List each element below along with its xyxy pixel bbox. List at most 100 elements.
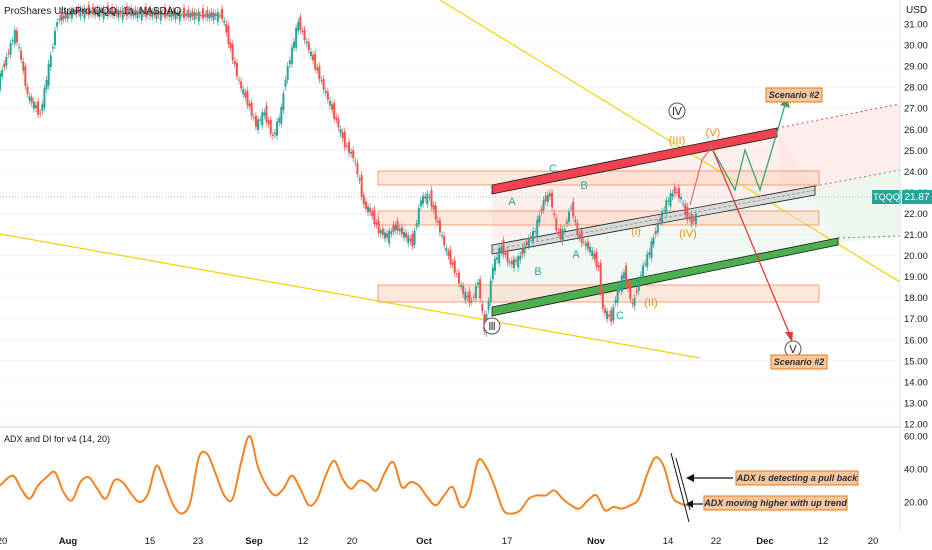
candle-body bbox=[540, 208, 543, 212]
support-channel[interactable] bbox=[491, 237, 839, 317]
candle-body bbox=[18, 47, 21, 49]
candle-body bbox=[318, 66, 321, 80]
candle-body bbox=[337, 119, 340, 128]
candle-body bbox=[77, 8, 80, 14]
candle-body bbox=[413, 231, 416, 245]
candle-body bbox=[276, 121, 279, 136]
price-axis[interactable]: 12.00 13.00 14.00 15.00 16.00 17.00 18.00 19.00… bbox=[904, 20, 928, 431]
candle-body bbox=[130, 7, 133, 16]
candle-body bbox=[468, 290, 471, 304]
candle-body bbox=[424, 196, 427, 199]
candle-body bbox=[591, 250, 594, 256]
candle-body bbox=[559, 228, 562, 240]
price-candles bbox=[0, 1, 697, 337]
adx-pullback-box[interactable] bbox=[735, 470, 859, 486]
price-tick-label: 17.00 bbox=[904, 314, 928, 325]
price-tag-value: 21.87 bbox=[904, 192, 929, 203]
candle-body bbox=[445, 247, 448, 252]
candle-body bbox=[96, 8, 99, 14]
scenario-up-box[interactable] bbox=[765, 87, 823, 103]
candle-body bbox=[172, 10, 175, 16]
candle-body bbox=[98, 9, 101, 18]
candle-body bbox=[75, 9, 78, 15]
candle-body bbox=[398, 228, 401, 232]
wedge-upper-line[interactable] bbox=[439, 0, 901, 283]
candle-body bbox=[284, 79, 287, 87]
candle-body bbox=[603, 308, 606, 314]
candle-body bbox=[89, 11, 92, 14]
candle-body bbox=[309, 51, 312, 57]
candle-body bbox=[252, 116, 255, 118]
candle-body bbox=[223, 20, 226, 23]
candle-body bbox=[250, 102, 253, 116]
candle-body bbox=[174, 11, 177, 20]
candle-body bbox=[567, 211, 570, 223]
wave-label-orange-i: (I) bbox=[631, 227, 640, 238]
candle-body bbox=[117, 10, 120, 18]
candle-body bbox=[299, 16, 302, 30]
candle-body bbox=[185, 13, 188, 17]
candle-body bbox=[238, 79, 241, 81]
candle-body bbox=[218, 15, 221, 17]
time-axis[interactable]: 20 Aug 15 23 Sep 12 20 Oct 17 Nov 14 22 Dec 12 20 bbox=[0, 536, 878, 547]
resistance-channel[interactable] bbox=[491, 127, 778, 195]
candle-body bbox=[618, 285, 621, 290]
candle-body bbox=[388, 230, 391, 244]
scenario-down-box[interactable] bbox=[770, 354, 828, 370]
time-tick-label: Oct bbox=[416, 536, 433, 547]
wave-label-c2: C bbox=[616, 310, 624, 322]
candle-body bbox=[589, 246, 592, 253]
candle-body bbox=[161, 13, 164, 15]
candle-body bbox=[606, 311, 609, 320]
candle-body bbox=[417, 208, 420, 225]
candle-body bbox=[519, 255, 522, 260]
candle-body bbox=[580, 230, 583, 244]
adx-line bbox=[0, 434, 690, 515]
candle-body bbox=[474, 286, 477, 299]
candle-body bbox=[13, 29, 16, 44]
candle-body bbox=[415, 223, 418, 227]
candle-body bbox=[343, 131, 346, 148]
wave-label-a1: A bbox=[508, 196, 516, 208]
candle-body bbox=[121, 9, 124, 20]
candle-body bbox=[686, 206, 689, 220]
candle-body bbox=[1, 70, 4, 77]
zone-middle[interactable] bbox=[377, 210, 820, 226]
higher-arrowhead bbox=[686, 500, 693, 508]
candle-body bbox=[584, 243, 587, 247]
candle-body bbox=[206, 10, 209, 18]
adx-tick-label: 20.00 bbox=[904, 498, 928, 509]
adx-title: ADX and DI for v4 (14, 20) bbox=[4, 434, 110, 444]
candle-body bbox=[331, 104, 334, 110]
price-tick-label: 22.00 bbox=[904, 209, 928, 220]
candle-body bbox=[269, 119, 272, 134]
candle-body bbox=[170, 12, 173, 18]
candle-body bbox=[521, 248, 524, 255]
candle-body bbox=[377, 220, 380, 233]
candle-body bbox=[402, 231, 405, 238]
wave-circle-iii bbox=[483, 317, 501, 335]
candle-body bbox=[68, 11, 71, 16]
candle-body bbox=[481, 304, 484, 312]
candle-body bbox=[153, 10, 156, 16]
scenario-up-label: Scenario #2 bbox=[769, 90, 820, 100]
candle-body bbox=[140, 9, 143, 20]
wedge-lower-line[interactable] bbox=[0, 233, 701, 359]
wave-label-orange-v: (V) bbox=[706, 127, 721, 139]
candle-body bbox=[610, 309, 613, 323]
candle-body bbox=[669, 193, 672, 207]
adx-axis[interactable]: 20.00 40.00 60.00 bbox=[904, 432, 928, 509]
candle-body bbox=[32, 101, 35, 109]
candle-body bbox=[102, 8, 105, 19]
candle-body bbox=[83, 8, 86, 19]
scenario-down-label: Scenario #2 bbox=[774, 357, 825, 367]
wave-label-orange-ii: (II) bbox=[644, 297, 657, 309]
candle-body bbox=[504, 253, 507, 255]
candle-body bbox=[333, 103, 336, 119]
candle-body bbox=[383, 232, 386, 239]
candle-body bbox=[100, 10, 103, 13]
candle-body bbox=[386, 233, 389, 238]
candle-body bbox=[60, 12, 63, 22]
adx-higher-box[interactable] bbox=[703, 495, 848, 511]
